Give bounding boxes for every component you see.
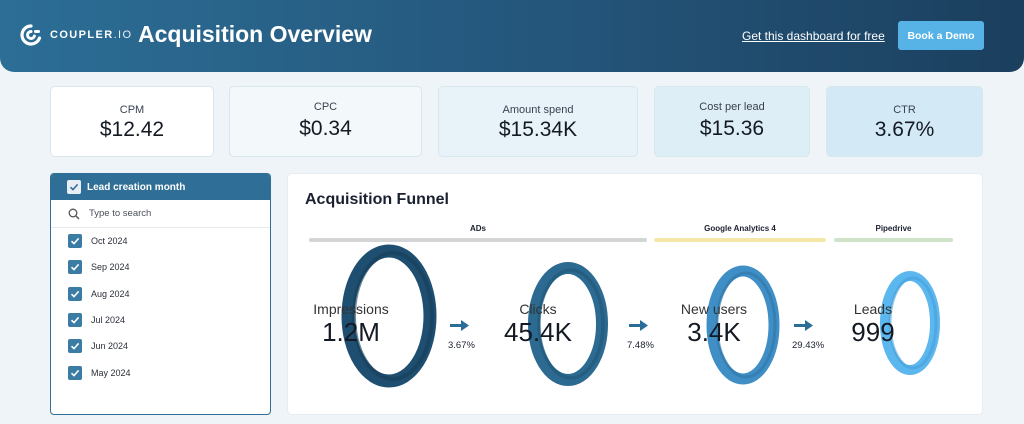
filter-checkbox[interactable] [68, 260, 82, 275]
filter-title: Lead creation month [87, 181, 186, 193]
filter-checkbox[interactable] [68, 234, 82, 249]
filter-item-label: Oct 2024 [91, 236, 128, 247]
filter-item[interactable]: May 2024 [51, 359, 270, 385]
filter-item-label: Sep 2024 [91, 262, 130, 273]
source-label-ads: ADs [469, 224, 486, 233]
stage-label-clicks: Clicks [519, 301, 557, 317]
get-dashboard-link[interactable]: Get this dashboard for free [742, 29, 885, 43]
kpi-card-ctr: CTR 3.67% [826, 86, 983, 157]
filter-item[interactable]: Jun 2024 [51, 333, 270, 359]
filter-item-list: Oct 2024 Sep 2024 Aug 2024 Jul 2024 Jun 2024… [51, 228, 270, 386]
stage-label-new-users: New users [680, 301, 748, 317]
arrow-right-icon [629, 320, 648, 331]
source-label-pipedrive: Pipedrive [875, 224, 912, 233]
kpi-card-amount-spend: Amount spend $15.34K [438, 86, 638, 157]
kpi-value: $12.42 [99, 118, 165, 141]
filter-search [51, 200, 270, 228]
check-icon [69, 183, 79, 191]
conversion-rate: 3.67% [448, 340, 475, 351]
kpi-value: $0.34 [299, 117, 352, 140]
filter-item[interactable]: Sep 2024 [51, 254, 270, 280]
coupler-logo[interactable]: COUPLER.IO [20, 24, 132, 46]
conversion-rate: 29.43% [792, 340, 825, 351]
arrow-right-icon [794, 320, 813, 331]
stage-value-impressions: 1.2M [322, 317, 380, 347]
kpi-label: Amount spend [502, 104, 574, 116]
check-icon [70, 290, 80, 298]
kpi-card-cpm: CPM $12.42 [50, 86, 214, 157]
lead-month-filter: Lead creation month Oct 2024 Sep 2024 Aug … [50, 173, 271, 415]
check-icon [70, 316, 80, 324]
filter-search-input[interactable] [89, 208, 239, 219]
filter-item[interactable]: Jul 2024 [51, 307, 270, 333]
funnel-title: Acquisition Funnel [305, 191, 449, 208]
stage-value-new-users: 3.4K [687, 317, 741, 347]
header-bar: COUPLER.IO Acquisition Overview Get this… [0, 0, 1024, 72]
filter-item[interactable]: Aug 2024 [51, 281, 270, 307]
source-bar-ga4 [654, 238, 826, 242]
filter-checkbox[interactable] [68, 339, 82, 354]
kpi-value: $15.34K [498, 118, 578, 141]
stage-value-clicks: 45.4K [504, 317, 572, 347]
check-icon [70, 369, 80, 377]
source-bar-ads [309, 238, 647, 242]
filter-item[interactable]: Oct 2024 [51, 228, 270, 254]
filter-item-label: Jun 2024 [91, 341, 129, 352]
logo-text: COUPLER.IO [50, 29, 133, 41]
filter-item-label: May 2024 [91, 367, 131, 378]
source-label-ga4: Google Analytics 4 [704, 224, 776, 233]
funnel-rings [341, 244, 940, 388]
filter-checkbox[interactable] [68, 313, 82, 328]
stage-label-leads: Leads [853, 301, 893, 317]
filter-header[interactable]: Lead creation month [51, 174, 270, 200]
kpi-value: $15.36 [699, 117, 765, 140]
arrow-right-icon [450, 320, 469, 331]
source-bar-pipedrive [834, 238, 953, 242]
stage-value-leads: 999 [851, 317, 895, 347]
filter-item-label: Aug 2024 [91, 288, 130, 299]
filter-checkbox[interactable] [68, 365, 82, 380]
kpi-label: CPM [119, 104, 145, 116]
kpi-label: CTR [893, 104, 916, 116]
conversion-rate: 7.48% [627, 340, 654, 351]
check-icon [70, 343, 80, 351]
kpi-label: CPC [313, 101, 338, 113]
check-icon [70, 264, 80, 272]
page-title: Acquisition Overview [138, 21, 372, 47]
coupler-logo-icon [20, 24, 42, 46]
kpi-label: Cost per lead [699, 101, 765, 113]
check-icon [70, 238, 80, 245]
filter-item-label: Jul 2024 [91, 315, 126, 326]
kpi-value: 3.67% [874, 118, 935, 141]
select-all-checkbox[interactable] [67, 180, 81, 194]
kpi-card-cpc: CPC $0.34 [229, 86, 422, 157]
filter-checkbox[interactable] [68, 286, 82, 301]
search-icon [68, 208, 80, 219]
book-demo-button[interactable]: Book a Demo [898, 21, 984, 50]
kpi-card-cost-per-lead: Cost per lead $15.36 [654, 86, 810, 157]
acquisition-funnel-card: Acquisition Funnel ADs Google Analytics … [287, 173, 983, 415]
stage-label-impressions: Impressions [313, 301, 389, 317]
